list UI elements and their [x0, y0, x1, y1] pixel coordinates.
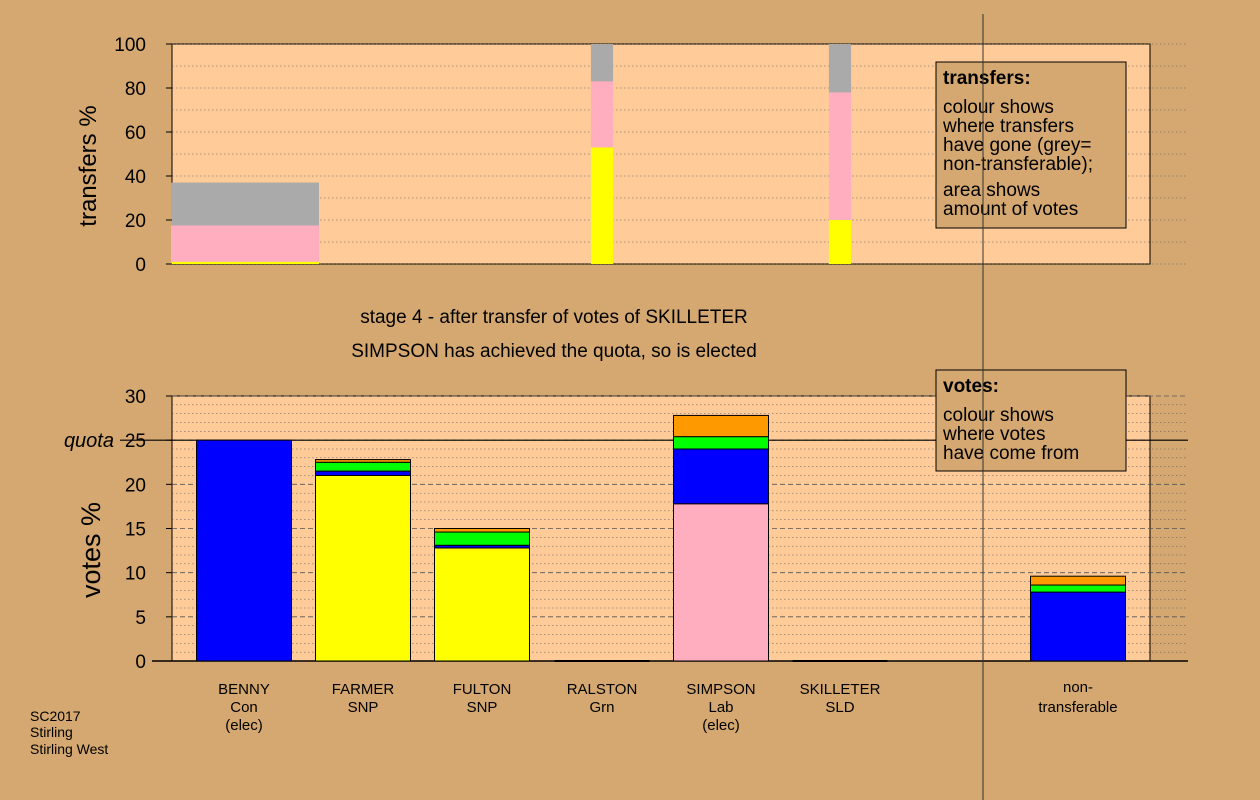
candidate-party: Grn: [589, 699, 614, 716]
transfer-bar-segment: [590, 147, 614, 264]
transfers-legend-line: colour shows: [943, 97, 1054, 118]
transfers-y-tick-label: 100: [114, 35, 146, 56]
vote-bar-segment: [673, 448, 769, 505]
vote-bar-segment: [315, 475, 411, 662]
votes-y-tick-label: 5: [135, 608, 146, 629]
transfers-legend: transfers: colour shows where transfers …: [935, 61, 1127, 229]
votes-legend-box: [935, 369, 1127, 472]
transfer-bar-segment: [590, 81, 614, 148]
transfers-legend-box: [935, 61, 1127, 229]
transfers-legend-line: amount of votes: [943, 199, 1078, 220]
non-transferable-bar-segment: [1030, 584, 1126, 593]
transfers-legend-line: where transfers: [942, 116, 1074, 137]
footer-election: SC2017: [30, 708, 81, 724]
transfer-bar-segment: [828, 220, 852, 264]
candidate-name: SKILLETER: [800, 681, 881, 698]
vote-bar-segment: [434, 528, 530, 533]
transfer-bar-segment: [171, 261, 319, 264]
transfer-bar-segment: [590, 44, 614, 82]
vote-bar-segment: [434, 531, 530, 546]
votes-legend-line: colour shows: [943, 405, 1054, 426]
candidate-name: RALSTON: [567, 681, 638, 698]
transfers-y-tick-label: 0: [135, 255, 146, 276]
transfers-y-tick-label: 20: [125, 211, 146, 232]
votes-y-tick-label: 0: [135, 652, 146, 673]
transfers-legend-line: non-transferable);: [943, 154, 1093, 175]
candidate-labels: BENNYCon(elec)FARMERSNPFULTONSNPRALSTONG…: [218, 679, 1117, 734]
transfer-bar-segment: [828, 92, 852, 220]
quota-label: quota: [64, 430, 114, 452]
transfers-panel: 0 20 40 60 80 100 transfers % transfers: colo…: [75, 35, 1188, 276]
votes-legend-title: votes:: [943, 376, 999, 397]
non-transferable-label: transferable: [1038, 699, 1117, 716]
candidate-party: SNP: [467, 699, 498, 716]
non-transferable-label: non-: [1063, 679, 1093, 696]
votes-y-ticks: 0 5 10 15 20 25 30: [125, 387, 172, 673]
transfer-bar-segment: [828, 44, 852, 93]
votes-legend-line: have come from: [943, 443, 1079, 464]
candidate-name: FULTON: [453, 681, 512, 698]
candidate-party: SLD: [825, 699, 854, 716]
vote-bar-segment: [315, 461, 411, 472]
stage-result: SIMPSON has achieved the quota, so is el…: [351, 341, 757, 362]
candidate-party: SNP: [348, 699, 379, 716]
transfers-legend-line: area shows: [943, 180, 1040, 201]
transfers-y-tick-label: 60: [125, 123, 146, 144]
votes-y-tick-label: 15: [125, 520, 146, 541]
non-transferable-bar-segment: [1030, 575, 1126, 586]
candidate-status: (elec): [225, 717, 263, 734]
votes-y-tick-label: 25: [125, 431, 146, 452]
transfer-bar-segment: [171, 225, 319, 262]
vote-bar-segment: [196, 439, 292, 662]
votes-y-tick-label: 10: [125, 564, 146, 585]
transfers-legend-title: transfers:: [943, 68, 1031, 89]
transfers-y-tick-label: 80: [125, 79, 146, 100]
transfers-y-tick-label: 40: [125, 167, 146, 188]
vote-bar-segment: [673, 414, 769, 438]
transfer-bar-segment: [171, 182, 319, 226]
vote-bar-segment: [315, 470, 411, 477]
transfer-bars: [171, 44, 852, 264]
candidate-name: BENNY: [218, 681, 270, 698]
footer-council: Stirling: [30, 724, 73, 740]
vote-bars: [196, 414, 1126, 662]
transfers-y-axis-label: transfers %: [75, 105, 102, 226]
transfers-gridlines: [172, 43, 1188, 265]
votes-legend: votes: colour shows where votes have com…: [935, 369, 1127, 472]
votes-legend-line: where votes: [942, 424, 1045, 445]
votes-y-axis-label: votes %: [76, 502, 106, 598]
votes-y-tick-label: 30: [125, 387, 146, 408]
non-transferable-bar-segment: [1030, 591, 1126, 662]
stage-description: stage 4 - after transfer of votes of SKI…: [360, 307, 748, 328]
vote-bar-segment: [315, 459, 411, 463]
candidate-party: Lab: [708, 699, 733, 716]
candidate-name: FARMER: [332, 681, 395, 698]
vote-bar-segment: [673, 436, 769, 450]
vote-bar-segment: [434, 547, 530, 662]
transfers-y-ticks: 0 20 40 60 80 100: [114, 35, 172, 276]
candidate-name: SIMPSON: [686, 681, 755, 698]
footer-ward: Stirling West: [30, 741, 108, 757]
transfers-legend-line: have gone (grey=: [943, 135, 1091, 156]
votes-y-tick-label: 20: [125, 475, 146, 496]
candidate-status: (elec): [702, 717, 740, 734]
candidate-party: Con: [230, 699, 258, 716]
vote-bar-segment: [673, 503, 769, 662]
